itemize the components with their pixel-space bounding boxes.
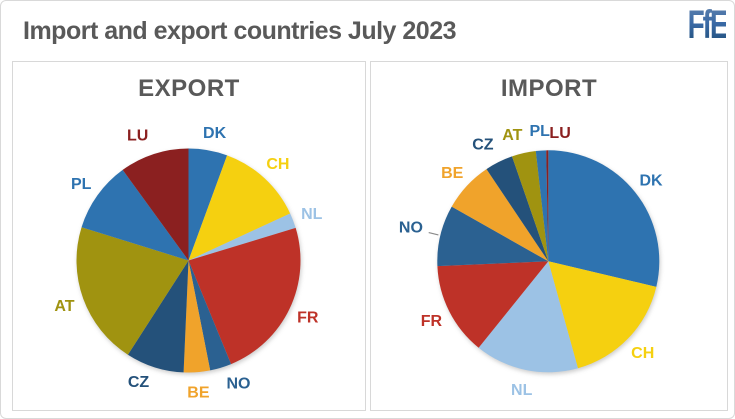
pie-slice-dk <box>548 150 660 287</box>
pie-label-no: NO <box>227 376 251 393</box>
pie-slice-pl <box>535 150 549 262</box>
pie-label-fr: FR <box>421 313 443 330</box>
pie-label-fr: FR <box>297 310 319 327</box>
pie-slice-cz <box>127 260 189 373</box>
pie-slice-nl <box>188 213 296 261</box>
export-chart-title: EXPORT <box>138 75 240 102</box>
page-title: Import and export countries July 2023 <box>23 17 457 45</box>
pie-slice-at <box>512 151 549 262</box>
pie-label-lu: LU <box>549 125 570 142</box>
export-chart-panel: DK CH NL FR NO BE CZ AT PL LU EXPORT <box>12 61 366 411</box>
pie-label-at: AT <box>502 127 522 144</box>
pie-slice-at <box>76 227 189 355</box>
pie-slice-no <box>437 206 549 267</box>
pie-slices-group <box>437 150 660 373</box>
pie-slice-ch <box>188 155 291 261</box>
pie-slice-dk <box>188 148 228 261</box>
pie-label-cz: CZ <box>128 374 150 391</box>
label-leader-line-no <box>428 232 439 236</box>
pie-slice-be <box>451 169 549 262</box>
pie-label-dk: DK <box>639 173 663 190</box>
pie-label-nl: NL <box>301 206 323 223</box>
pie-label-nl: NL <box>511 382 533 399</box>
pie-slice-be <box>183 260 211 373</box>
import-chart-title: IMPORT <box>500 75 598 102</box>
pie-slice-pl <box>81 169 189 261</box>
pie-slice-lu <box>122 148 189 261</box>
pie-slice-lu <box>546 150 549 262</box>
pie-slice-fr <box>437 261 549 348</box>
export-pie-chart: DK CH NL FR NO BE CZ AT PL LU <box>54 125 323 402</box>
pie-slice-no <box>188 260 232 371</box>
pie-label-be: BE <box>441 165 464 182</box>
pie-label-no: NO <box>399 219 423 236</box>
pie-slice-cz <box>486 156 549 262</box>
pie-label-ch: CH <box>631 345 654 362</box>
pie-slice-ch <box>548 261 657 369</box>
pie-slice-nl <box>478 261 578 373</box>
pie-label-pl: PL <box>71 176 92 193</box>
import-chart-panel: DK CH NL FR NO BE CZ AT PL LU IMPORT <box>370 61 728 411</box>
pie-label-ch: CH <box>266 156 289 173</box>
pie-slice-fr <box>188 227 301 365</box>
import-pie-chart: DK CH NL FR NO BE CZ AT PL LU <box>399 123 663 399</box>
pie-label-cz: CZ <box>472 137 494 154</box>
pie-label-be: BE <box>187 385 210 402</box>
pie-label-dk: DK <box>203 125 227 142</box>
ffe-logo: FfE <box>687 3 728 47</box>
pie-label-lu: LU <box>127 128 148 145</box>
pie-slices-group <box>76 148 301 373</box>
pie-label-pl: PL <box>529 123 550 140</box>
pie-label-at: AT <box>54 298 74 315</box>
